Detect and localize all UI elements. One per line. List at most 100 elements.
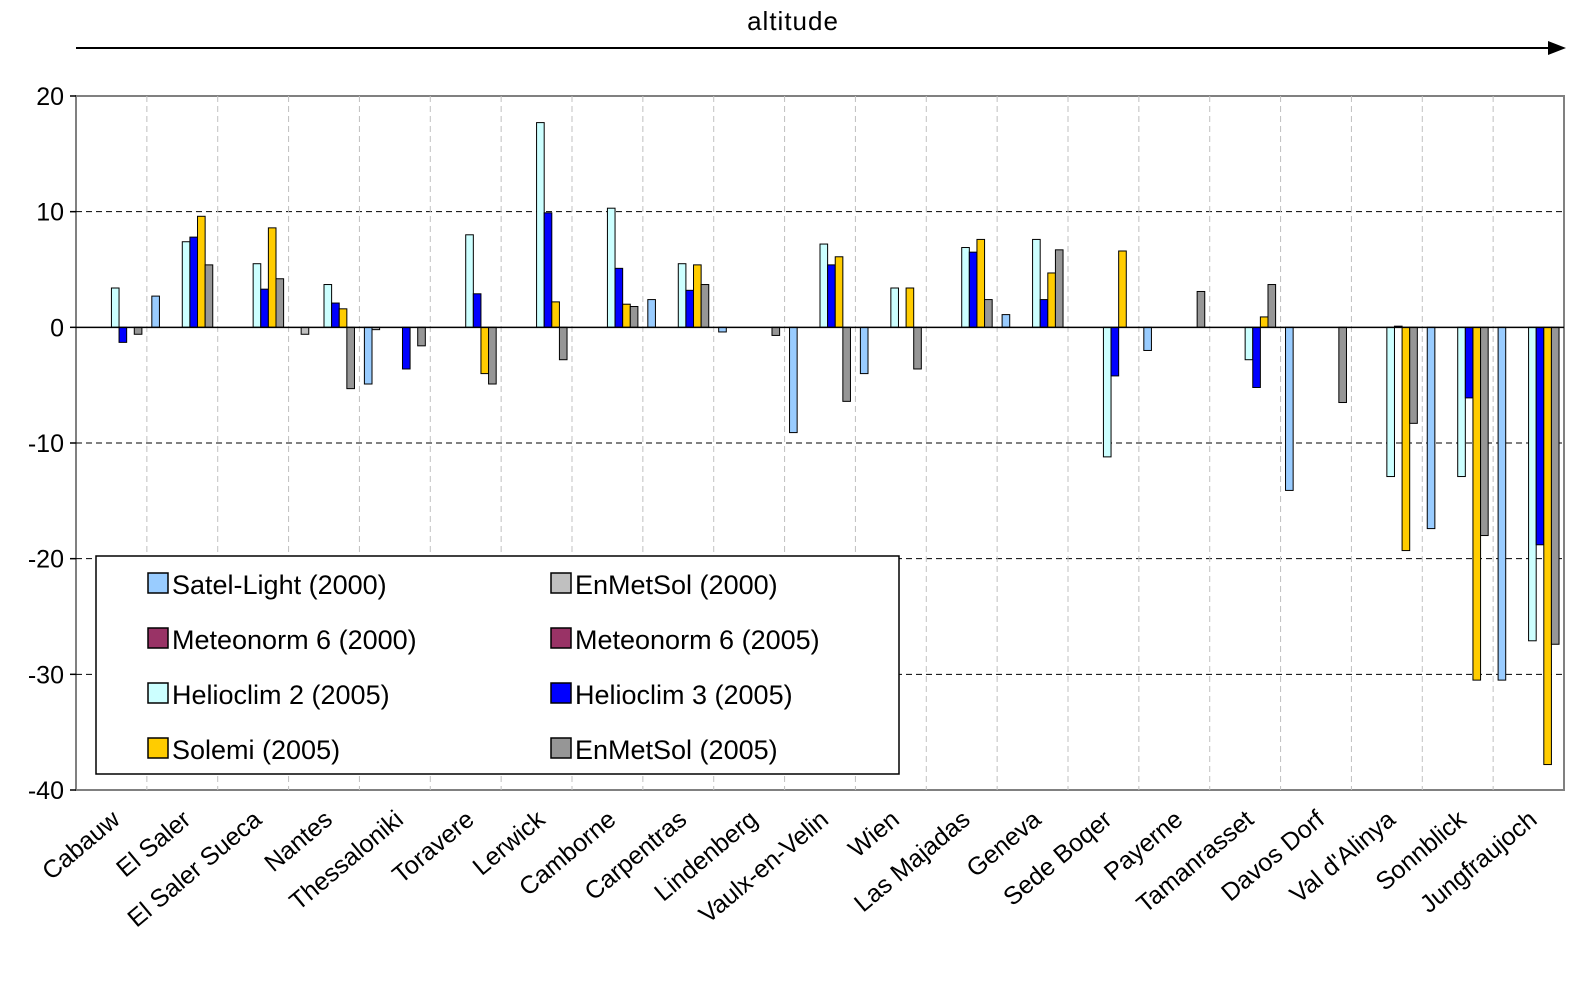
- bar: [133, 326, 143, 335]
- bar: [1480, 326, 1489, 537]
- legend-swatch: [147, 737, 169, 759]
- bar: [1252, 326, 1261, 388]
- bar: [1426, 326, 1436, 530]
- bar: [331, 302, 340, 328]
- bar: [204, 264, 214, 328]
- bar: [189, 236, 199, 328]
- bar: [1244, 326, 1254, 361]
- bar: [1386, 326, 1395, 478]
- bar: [677, 263, 687, 328]
- y-tick-label: -10: [28, 430, 64, 458]
- bar: [842, 326, 851, 402]
- legend-label: EnMetSol (2000): [575, 570, 778, 600]
- bar: [614, 267, 624, 328]
- bar: [110, 287, 120, 328]
- legend-swatch: [550, 737, 572, 759]
- chart-title: altitude: [747, 6, 839, 36]
- bar: [1457, 326, 1466, 478]
- y-tick-label: -30: [28, 661, 64, 689]
- bar: [1285, 326, 1294, 491]
- bar: [401, 326, 411, 370]
- bar: [1118, 250, 1127, 328]
- bar: [346, 326, 355, 390]
- bar: [685, 289, 695, 328]
- bar: [417, 326, 426, 347]
- legend-label: Meteonorm 6 (2000): [172, 625, 417, 655]
- bar: [1001, 314, 1011, 328]
- bar: [859, 326, 869, 375]
- bar: [606, 207, 616, 328]
- legend-swatch: [147, 627, 169, 649]
- bar: [890, 287, 899, 328]
- bar: [1047, 272, 1056, 328]
- bar: [976, 238, 986, 328]
- bar: [118, 326, 128, 343]
- bar: [275, 278, 285, 328]
- bar: [834, 256, 844, 328]
- bar: [465, 234, 474, 328]
- x-category-label: Vaulx-en-Velin: [694, 805, 834, 929]
- bar: [252, 263, 262, 328]
- bar: [1550, 326, 1560, 645]
- bar: [551, 301, 560, 328]
- bar: [1472, 326, 1482, 681]
- bar: [913, 326, 922, 370]
- bar: [819, 243, 829, 328]
- bar: [1196, 290, 1206, 328]
- bar: [984, 299, 993, 328]
- bar: [1039, 299, 1049, 328]
- bar: [1143, 326, 1152, 351]
- bar: [647, 299, 656, 328]
- bar: [771, 326, 781, 336]
- bar: [622, 303, 631, 328]
- legend-box: [95, 555, 900, 775]
- legend-label: Satel-Light (2000): [172, 570, 387, 600]
- bar: [267, 227, 277, 328]
- bar: [480, 326, 490, 375]
- altitude-arrow-head-icon: [1548, 41, 1566, 55]
- bar: [1409, 326, 1418, 424]
- y-tick-label: -20: [28, 546, 64, 574]
- legend-swatch: [147, 682, 169, 704]
- y-tick-label: 20: [36, 83, 64, 111]
- y-tick-label: 0: [50, 314, 64, 342]
- bar: [905, 287, 915, 328]
- bar: [693, 264, 702, 328]
- bar: [363, 326, 373, 385]
- bar: [1110, 326, 1120, 377]
- bar: [472, 293, 482, 328]
- bar: [789, 326, 798, 434]
- bar: [488, 326, 497, 385]
- bar: [1102, 326, 1112, 458]
- y-tick-label: 10: [36, 199, 64, 227]
- bar: [968, 251, 978, 328]
- legend: Satel-Light (2000) EnMetSol (2000) Meteono…: [95, 555, 900, 775]
- legend-label: Helioclim 3 (2005): [575, 680, 793, 710]
- bar: [1497, 326, 1507, 681]
- bar: [300, 326, 310, 335]
- legend-label: EnMetSol (2005): [575, 735, 778, 765]
- bar: [543, 212, 553, 328]
- bar: [700, 284, 710, 328]
- bar: [260, 288, 269, 328]
- legend-swatch: [550, 627, 572, 649]
- bar: [1267, 284, 1277, 328]
- bar: [1543, 326, 1552, 766]
- bar: [1401, 326, 1411, 552]
- bar: [1338, 326, 1347, 404]
- legend-swatch: [550, 682, 572, 704]
- legend-label: Helioclim 2 (2005): [172, 680, 390, 710]
- bar: [629, 306, 639, 328]
- bar: [323, 284, 333, 328]
- bar: [151, 295, 160, 328]
- bar: [558, 326, 568, 361]
- bar: [338, 308, 348, 328]
- bar: [827, 264, 836, 328]
- bar: [1054, 249, 1064, 328]
- grid-layer: [76, 96, 1564, 790]
- bar: [961, 247, 970, 328]
- bar: [1259, 316, 1269, 328]
- bar: [1528, 326, 1537, 642]
- legend-swatch: [147, 572, 169, 594]
